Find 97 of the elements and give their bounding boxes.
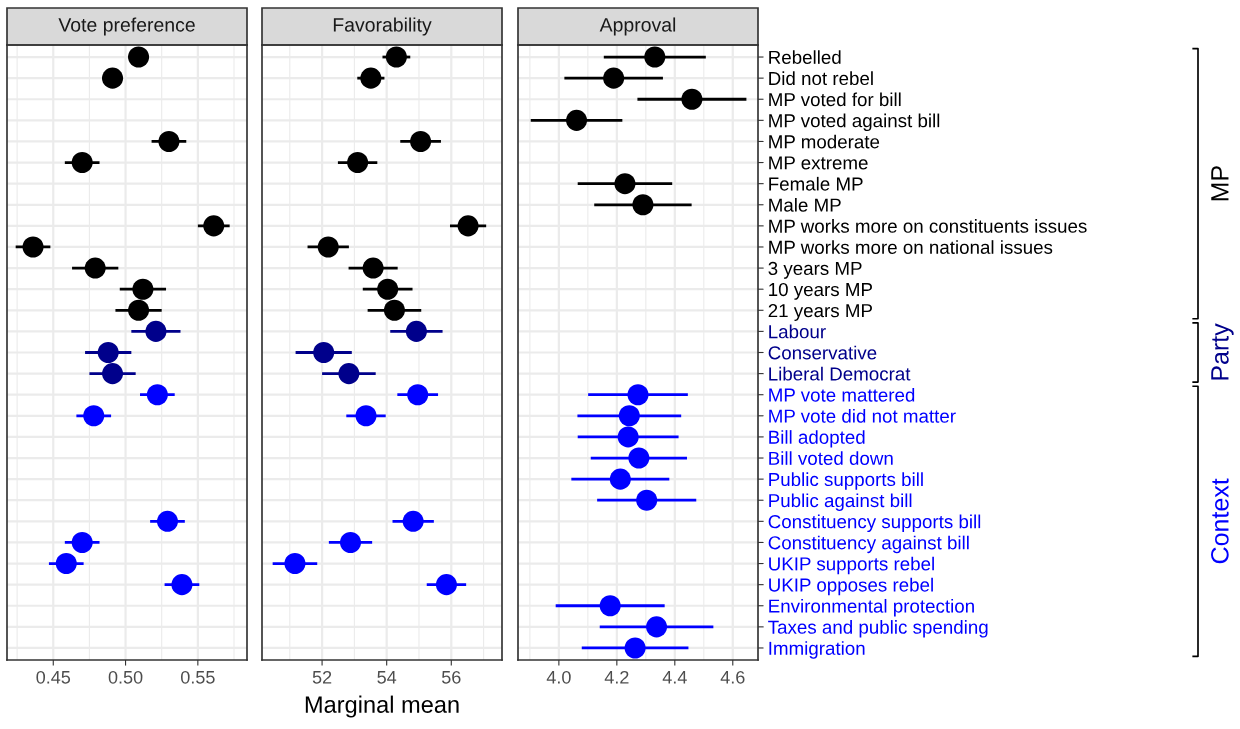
x-axis-title: Marginal mean — [305, 695, 459, 718]
point — [644, 46, 666, 68]
y-tick-label: MP works more on national issues — [769, 240, 1053, 254]
x-tick-label: 4.0 — [546, 670, 571, 684]
point — [132, 278, 154, 300]
x-tick-label: 0.50 — [108, 670, 143, 684]
y-tick-label: MP extreme — [769, 156, 868, 170]
x-tick-label: 56 — [441, 670, 461, 684]
point — [83, 405, 105, 427]
point — [405, 320, 427, 342]
point — [355, 405, 377, 427]
y-tick-label: Rebelled — [769, 50, 841, 65]
y-tick-label: Taxes and public spending — [768, 620, 988, 638]
y-tick-label: Public against bill — [769, 493, 912, 511]
y-tick-label: Bill adopted — [769, 430, 865, 448]
point — [681, 88, 703, 110]
point — [614, 173, 636, 195]
point — [566, 109, 588, 131]
point — [102, 363, 124, 385]
point — [158, 130, 180, 152]
y-tick-label: Constituency supports bill — [768, 514, 981, 533]
point — [599, 595, 621, 617]
point — [284, 553, 306, 575]
y-tick-label: Labour — [769, 324, 826, 339]
chart-title: Vote preference — [58, 17, 195, 36]
point — [338, 363, 360, 385]
point — [435, 574, 457, 596]
y-tick-label: MP voted against bill — [769, 113, 940, 132]
y-tick-label: Liberal Democrat — [769, 366, 911, 381]
point — [313, 341, 335, 364]
y-tick-label: Immigration — [769, 641, 865, 659]
y-tick-label: UKIP supports rebel — [769, 556, 934, 575]
point — [128, 46, 150, 68]
y-tick-label: MP moderate — [769, 134, 880, 149]
point — [22, 236, 44, 258]
x-tick-label: 52 — [312, 670, 332, 684]
text: Party — [1211, 323, 1234, 380]
point — [407, 384, 429, 406]
point — [609, 468, 631, 490]
point — [603, 67, 625, 89]
point — [84, 257, 106, 279]
chart-title: Approval — [599, 17, 676, 36]
point — [385, 46, 407, 68]
x-tick-label: 0.55 — [180, 670, 215, 684]
y-tick-label: 3 years MP — [768, 261, 862, 279]
point — [55, 553, 77, 575]
point — [624, 637, 646, 659]
point — [317, 236, 339, 258]
y-tick-label: Environmental protection — [769, 598, 974, 617]
point — [71, 531, 93, 553]
point — [360, 67, 382, 89]
x-tick-label: 4.4 — [662, 671, 687, 684]
point — [347, 152, 369, 174]
point — [628, 447, 650, 469]
point — [128, 299, 150, 321]
text: Context — [1211, 478, 1229, 564]
point — [402, 510, 424, 532]
point — [618, 405, 640, 427]
text: MP — [1211, 166, 1229, 201]
point — [627, 384, 649, 406]
point — [203, 215, 225, 237]
point — [377, 278, 399, 300]
point — [146, 384, 168, 406]
point — [457, 215, 479, 237]
point — [102, 67, 124, 89]
point — [646, 616, 668, 638]
point — [617, 426, 639, 448]
x-tick-label: 4.6 — [720, 670, 745, 684]
y-tick-label: UKIP opposes rebel — [769, 577, 933, 596]
y-tick-label: Constituency against bill — [768, 535, 969, 554]
x-tick-label: 54 — [377, 671, 397, 684]
point — [339, 531, 362, 553]
point — [97, 341, 119, 364]
y-tick-label: Conservative — [768, 345, 877, 360]
point — [383, 299, 405, 321]
point — [636, 489, 658, 511]
y-tick-label: MP voted for bill — [769, 92, 901, 107]
y-tick-label: Female MP — [769, 176, 863, 191]
y-tick-label: Public supports bill — [769, 472, 923, 490]
y-tick-label: Did not rebel — [769, 71, 873, 86]
point — [632, 194, 654, 216]
x-tick-label: 4.2 — [604, 670, 629, 684]
point — [156, 510, 179, 532]
y-tick-label: MP vote did not matter — [769, 409, 956, 423]
point — [410, 130, 432, 152]
y-tick-label: Bill voted down — [769, 451, 893, 465]
x-tick-label: 0.45 — [36, 670, 71, 684]
chart-title: Favorability — [333, 17, 432, 36]
point — [71, 152, 93, 174]
y-tick-label: MP vote mattered — [769, 387, 915, 402]
point — [145, 320, 167, 342]
point — [362, 257, 384, 279]
y-tick-label: 10 years MP — [769, 282, 872, 300]
y-tick-label: Male MP — [769, 197, 841, 212]
y-tick-label: MP works more on constituents issues — [769, 219, 1087, 233]
y-tick-label: 21 years MP — [768, 303, 872, 321]
point — [171, 574, 193, 596]
